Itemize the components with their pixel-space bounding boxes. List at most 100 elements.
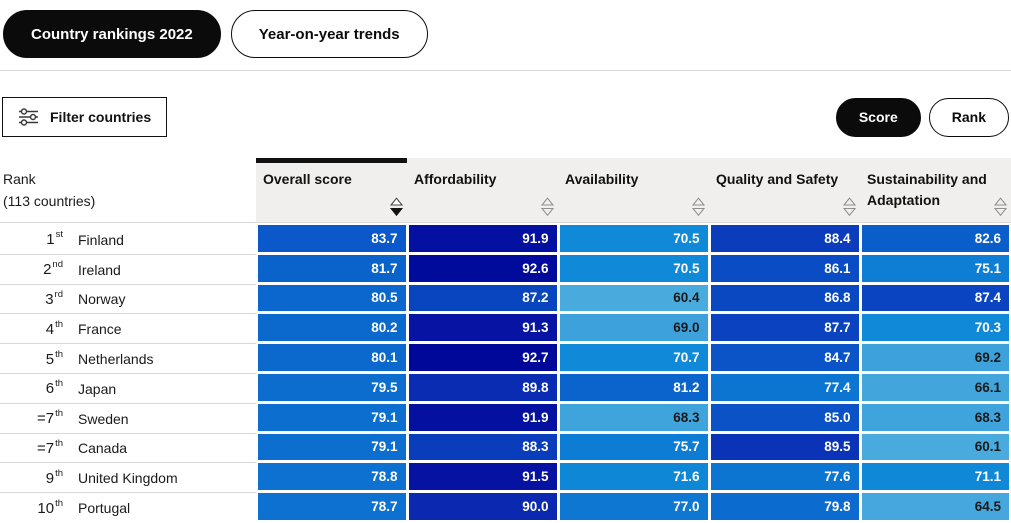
score-cell-wrap: 91.9	[407, 403, 558, 434]
filter-sliders-icon	[18, 107, 39, 127]
filter-countries-button[interactable]: Filter countries	[2, 97, 168, 137]
score-cell-wrap: 85.0	[709, 403, 860, 434]
rank-number: 10	[37, 499, 55, 517]
column-header-affordability[interactable]: Affordability	[407, 158, 558, 222]
score-cell: 92.7	[408, 344, 557, 371]
sort-icon[interactable]	[993, 197, 1008, 217]
score-cell: 82.6	[861, 225, 1009, 252]
score-cell: 91.9	[408, 403, 557, 431]
score-cell-wrap: 78.8	[256, 463, 407, 493]
rank-ordinal: th	[55, 437, 63, 449]
score-cell: 66.1	[861, 373, 1009, 401]
score-cell: 90.0	[408, 493, 557, 520]
column-header-overall-score[interactable]: Overall score	[256, 158, 407, 222]
rank-number: 6	[45, 380, 55, 398]
rank-header-line1: Rank	[3, 171, 36, 187]
country-name: Japan	[78, 380, 117, 397]
score-cell-wrap: 84.7	[709, 344, 860, 374]
score-cell: 89.5	[710, 433, 859, 461]
score-cell-wrap: 91.9	[407, 225, 558, 255]
score-cell: 86.8	[710, 284, 859, 312]
score-cell-wrap: 90.0	[407, 493, 558, 523]
score-cell-wrap: 89.8	[407, 373, 558, 404]
score-cell-wrap: 66.1	[860, 373, 1011, 404]
score-cell: 89.8	[408, 373, 557, 401]
score-cell-wrap: 81.2	[558, 373, 709, 404]
score-cell: 70.7	[559, 344, 708, 371]
score-cell: 87.4	[861, 284, 1009, 312]
score-cell-wrap: 78.7	[256, 493, 407, 523]
score-cell: 69.2	[861, 344, 1009, 371]
sort-icon[interactable]	[691, 197, 706, 217]
score-cell-wrap: 91.3	[407, 314, 558, 344]
score-cell-wrap: 77.6	[709, 463, 860, 493]
score-cell-wrap: 88.4	[709, 225, 860, 255]
score-cell: 91.5	[408, 463, 557, 491]
score-cell: 88.4	[710, 225, 859, 252]
rank-header-line2: (113 countries)	[3, 193, 96, 209]
score-cell-wrap: 91.5	[407, 463, 558, 493]
score-cell: 68.3	[559, 403, 708, 431]
score-toggle-button[interactable]: Score	[835, 97, 921, 137]
rank-number: 1	[46, 231, 55, 249]
score-cell-wrap: 79.8	[709, 493, 860, 523]
sort-icon[interactable]	[842, 197, 857, 217]
score-cell: 60.1	[861, 433, 1009, 461]
score-cell-wrap: 70.3	[860, 314, 1011, 344]
score-cell: 78.7	[257, 493, 406, 520]
score-cell-wrap: 79.1	[256, 403, 407, 434]
score-cell: 80.1	[257, 344, 406, 371]
score-cell-wrap: 82.6	[860, 225, 1011, 255]
tab-country-rankings-2022[interactable]: Country rankings 2022	[3, 10, 221, 58]
score-cell-wrap: 79.5	[256, 373, 407, 404]
score-cell: 83.7	[257, 225, 406, 252]
score-cell: 71.1	[861, 463, 1009, 491]
tab-year-on-year-trends[interactable]: Year-on-year trends	[230, 10, 428, 58]
score-cell-wrap: 92.7	[407, 344, 558, 374]
score-cell-wrap: 71.6	[558, 463, 709, 493]
table-header: Rank (113 countries) Overall score Afford…	[0, 158, 1011, 223]
country-name: United Kingdom	[78, 470, 178, 487]
column-header-label: Affordability	[414, 171, 497, 187]
sort-desc-icon[interactable]	[389, 197, 404, 217]
score-cell: 75.7	[559, 433, 708, 461]
rank-number: 5	[45, 350, 55, 368]
score-cell: 79.1	[257, 433, 406, 461]
score-cell-wrap: 88.3	[407, 433, 558, 464]
score-cell-wrap: 75.7	[558, 433, 709, 464]
column-header-sustainability-and-adaptation[interactable]: Sustainability and Adaptation	[860, 158, 1011, 222]
country-name: Portugal	[78, 500, 131, 517]
score-cell-wrap: 77.4	[709, 373, 860, 404]
rank-ordinal: th	[55, 318, 63, 330]
column-header-label: Overall score	[263, 171, 352, 187]
score-cell: 88.3	[408, 433, 557, 461]
score-cell: 81.2	[559, 373, 708, 401]
sort-icon[interactable]	[540, 197, 555, 217]
country-name: Norway	[78, 291, 126, 308]
score-cell-wrap: 81.7	[256, 254, 407, 285]
rank-number: 9	[45, 469, 55, 487]
rank-ordinal: th	[55, 497, 63, 509]
score-cell: 71.6	[559, 463, 708, 491]
column-header-availability[interactable]: Availability	[558, 158, 709, 222]
score-cell: 79.8	[710, 493, 859, 520]
score-cell-wrap: 86.1	[709, 254, 860, 285]
rank-column-header: Rank (113 countries)	[0, 158, 256, 222]
table-row: =7 th Canada 79.1 88.3 75.7 89.5 60.1	[0, 433, 1011, 464]
rank-toggle-button[interactable]: Rank	[928, 97, 1009, 137]
score-cell: 79.1	[257, 403, 406, 431]
score-cell-wrap: 69.2	[860, 344, 1011, 374]
score-cell-wrap: 89.5	[709, 433, 860, 464]
score-cell: 69.0	[559, 314, 708, 342]
column-header-quality-and-safety[interactable]: Quality and Safety	[709, 158, 860, 222]
